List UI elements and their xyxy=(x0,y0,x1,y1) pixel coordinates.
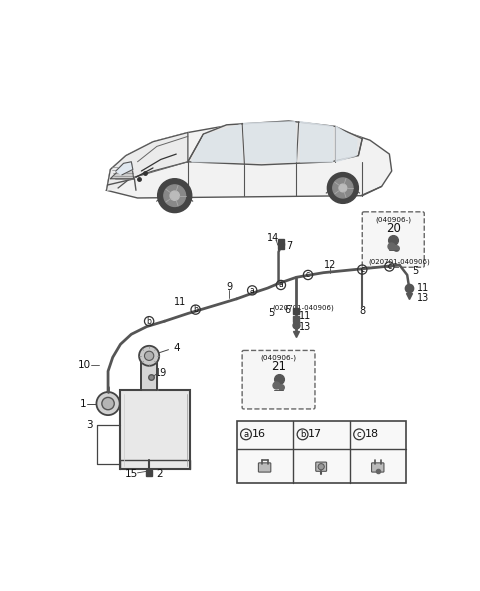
Circle shape xyxy=(333,178,353,198)
Circle shape xyxy=(157,178,192,213)
Text: 19: 19 xyxy=(155,368,167,378)
Text: b: b xyxy=(147,317,152,326)
FancyBboxPatch shape xyxy=(316,462,326,471)
Text: 13: 13 xyxy=(299,322,311,332)
Polygon shape xyxy=(244,122,296,162)
Text: 12: 12 xyxy=(324,260,336,270)
Text: 20: 20 xyxy=(386,222,401,235)
Text: 11: 11 xyxy=(417,283,429,293)
Text: b: b xyxy=(300,430,305,439)
Text: b: b xyxy=(193,305,198,314)
Text: c: c xyxy=(357,430,361,439)
Text: 13: 13 xyxy=(417,293,429,303)
Circle shape xyxy=(139,346,159,366)
Bar xyxy=(120,391,190,469)
Polygon shape xyxy=(107,132,188,190)
Circle shape xyxy=(327,173,359,203)
Polygon shape xyxy=(188,121,362,165)
Text: 18: 18 xyxy=(364,429,379,439)
Polygon shape xyxy=(142,360,157,391)
Circle shape xyxy=(96,392,120,415)
FancyBboxPatch shape xyxy=(242,350,315,409)
Text: 11: 11 xyxy=(174,297,186,307)
Text: c: c xyxy=(306,271,310,280)
Text: 15: 15 xyxy=(125,469,138,479)
Circle shape xyxy=(339,184,347,192)
Text: 8: 8 xyxy=(359,306,365,316)
Polygon shape xyxy=(300,122,333,162)
Text: 11: 11 xyxy=(299,311,311,321)
Circle shape xyxy=(144,351,154,361)
Text: 3: 3 xyxy=(86,420,93,430)
Text: c: c xyxy=(387,262,391,271)
Text: 7: 7 xyxy=(286,242,292,252)
Text: c: c xyxy=(360,265,364,274)
Bar xyxy=(237,421,406,483)
Text: 2: 2 xyxy=(156,469,163,479)
Polygon shape xyxy=(107,124,392,198)
Polygon shape xyxy=(116,162,133,175)
Circle shape xyxy=(102,397,114,410)
Circle shape xyxy=(164,185,186,206)
Circle shape xyxy=(170,191,180,200)
Text: (040906-): (040906-) xyxy=(261,355,297,361)
Text: a: a xyxy=(278,281,283,290)
Text: 14: 14 xyxy=(267,233,279,243)
FancyBboxPatch shape xyxy=(372,463,384,472)
Polygon shape xyxy=(192,125,242,162)
FancyBboxPatch shape xyxy=(258,463,271,472)
Text: a: a xyxy=(250,286,254,295)
Text: 5: 5 xyxy=(268,309,274,319)
Text: 4: 4 xyxy=(173,343,180,353)
Text: 21: 21 xyxy=(271,360,286,373)
Text: 1: 1 xyxy=(80,398,86,408)
Text: (020701-040906): (020701-040906) xyxy=(272,304,334,310)
Text: 6: 6 xyxy=(284,304,290,314)
Text: (040906-): (040906-) xyxy=(375,216,411,223)
Text: a: a xyxy=(243,430,249,439)
Text: 9: 9 xyxy=(226,281,232,291)
Text: (020701-040906): (020701-040906) xyxy=(369,259,430,265)
Circle shape xyxy=(318,463,324,470)
Text: 16: 16 xyxy=(252,429,265,439)
Text: 17: 17 xyxy=(308,429,322,439)
Text: 5: 5 xyxy=(412,266,418,276)
Text: 10: 10 xyxy=(78,360,91,370)
FancyBboxPatch shape xyxy=(362,212,424,267)
Polygon shape xyxy=(110,162,133,178)
Polygon shape xyxy=(336,126,357,162)
